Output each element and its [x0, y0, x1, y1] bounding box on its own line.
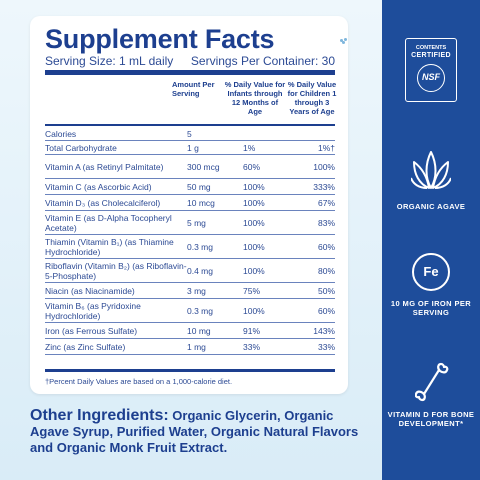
nutrient-name: Calories — [45, 128, 77, 139]
dv-infants: 75% — [243, 285, 261, 296]
feature-vitd: VITAMIN D FOR BONE DEVELOPMENT* — [387, 410, 475, 428]
amount-per-serving: 1 mg — [187, 341, 206, 352]
decorative-dots — [340, 38, 347, 44]
table-row: Zinc (as Zinc Sulfate) 1 mg 33% 33% — [45, 339, 335, 355]
nutrient-name: Thiamin (Vitamin B₁) (as Thiamine Hydroc… — [45, 236, 174, 257]
agave-plant-icon — [411, 151, 451, 189]
table-row: Calories 5 — [45, 127, 335, 141]
table-row: Vitamin A (as Retinyl Palmitate) 300 mcg 6… — [45, 155, 335, 179]
table-row: Niacin (as Niacinamide) 3 mg 75% 50% — [45, 283, 335, 299]
header-amount: Amount Per Serving — [172, 80, 215, 98]
amount-per-serving: 300 mcg — [187, 161, 220, 172]
dv-children: 60% — [317, 305, 335, 316]
dv-infants: 91% — [243, 325, 261, 336]
table-row: Vitamin D₃ (as Cholecalciferol) 10 mcg 100… — [45, 195, 335, 211]
badge-line1: CONTENTS — [415, 45, 447, 51]
dv-infants: 33% — [243, 341, 261, 352]
dv-children: 100% — [313, 161, 335, 172]
facts-table: Calories 5 Total Carbohydrate 1 g 1% 1%† Vitam… — [45, 127, 335, 355]
dv-infants: 100% — [243, 197, 265, 208]
dv-children: 80% — [317, 265, 335, 276]
amount-per-serving: 50 mg — [187, 181, 211, 192]
nutrient-name: Vitamin B₆ (as Pyridoxine Hydrochloride) — [45, 300, 141, 321]
iron-fe-icon — [412, 253, 450, 291]
serving-info: Serving Size: 1 mL daily Servings Per Co… — [45, 54, 335, 68]
dv-children: 333% — [313, 181, 335, 192]
bone-icon — [415, 362, 449, 402]
amount-per-serving: 0.3 mg — [187, 305, 213, 316]
amount-per-serving: 0.3 mg — [187, 241, 213, 252]
amount-per-serving: 3 mg — [187, 285, 206, 296]
amount-per-serving: 5 mg — [187, 217, 206, 228]
table-row: Total Carbohydrate 1 g 1% 1%† — [45, 141, 335, 155]
feature-agave: ORGANIC AGAVE — [396, 202, 466, 211]
header-infants: % Daily Value for Infants through 12 Mon… — [224, 80, 286, 116]
nutrient-name: Vitamin D₃ (as Cholecalciferol) — [45, 197, 161, 208]
header-children: % Daily Value for Children 1 through 3 Y… — [287, 80, 337, 116]
table-row: Riboflavin (Vitamin B₂) (as Riboflavin-5… — [45, 259, 335, 283]
dv-infants: 100% — [243, 217, 265, 228]
thick-rule-top — [45, 70, 335, 75]
table-row: Iron (as Ferrous Sulfate) 10 mg 91% 143% — [45, 323, 335, 339]
dv-children: 1%† — [317, 142, 335, 153]
table-row: Thiamin (Vitamin B₁) (as Thiamine Hydroc… — [45, 235, 335, 259]
supplement-facts-panel — [30, 16, 348, 394]
amount-per-serving: 5 — [187, 128, 192, 139]
feature-iron: 10 MG OF IRON PER SERVING — [390, 299, 472, 317]
table-row: Vitamin E (as D-Alpha Tocopheryl Acetate… — [45, 211, 335, 235]
table-row: Vitamin C (as Ascorbic Acid) 50 mg 100% 333… — [45, 179, 335, 195]
thick-rule-mid — [45, 124, 335, 126]
nutrient-name: Total Carbohydrate — [45, 142, 117, 153]
dv-infants: 100% — [243, 265, 265, 276]
badge-line2: CERTIFIED — [411, 52, 451, 59]
nutrient-name: Vitamin C (as Ascorbic Acid) — [45, 181, 152, 192]
nutrient-name: Vitamin E (as D-Alpha Tocopheryl Acetate… — [45, 212, 172, 233]
nutrient-name: Riboflavin (Vitamin B₂) (as Riboflavin-5… — [45, 260, 187, 281]
dv-children: 143% — [313, 325, 335, 336]
other-ingredients-label: Other Ingredients: — [30, 407, 169, 424]
amount-per-serving: 0.4 mg — [187, 265, 213, 276]
iron-symbol: Fe — [423, 264, 439, 279]
dv-infants: 1% — [243, 142, 256, 153]
dv-infants: 100% — [243, 181, 265, 192]
other-ingredients-text: Organic Glycerin, Organic Agave Syrup, P… — [30, 408, 359, 455]
dv-children: 50% — [317, 285, 335, 296]
nutrient-name: Zinc (as Zinc Sulfate) — [45, 341, 126, 352]
nsf-logo: NSF — [417, 64, 445, 92]
dv-infants: 100% — [243, 241, 265, 252]
dv-children: 83% — [317, 217, 335, 228]
dv-infants: 100% — [243, 305, 265, 316]
dv-children: 67% — [317, 197, 335, 208]
amount-per-serving: 1 g — [187, 142, 199, 153]
table-row: Vitamin B₆ (as Pyridoxine Hydrochloride)… — [45, 299, 335, 323]
nutrient-name: Iron (as Ferrous Sulfate) — [45, 325, 138, 336]
serving-size: Serving Size: 1 mL daily — [45, 54, 174, 68]
nutrient-name: Niacin (as Niacinamide) — [45, 285, 135, 296]
nsf-badge-icon: CONTENTS CERTIFIED NSF — [405, 38, 457, 102]
dv-children: 33% — [317, 341, 335, 352]
other-ingredients: Other Ingredients: Organic Glycerin, Org… — [30, 408, 360, 456]
dv-infants: 60% — [243, 161, 261, 172]
nutrient-name: Vitamin A (as Retinyl Palmitate) — [45, 161, 164, 172]
amount-per-serving: 10 mg — [187, 325, 211, 336]
amount-per-serving: 10 mcg — [187, 197, 215, 208]
servings-per-container: Servings Per Container: 30 — [190, 54, 335, 68]
panel-title: Supplement Facts — [45, 24, 275, 54]
footnote: †Percent Daily Values are based on a 1,0… — [45, 377, 233, 386]
dv-children: 60% — [317, 241, 335, 252]
thick-rule-bottom — [45, 369, 335, 372]
